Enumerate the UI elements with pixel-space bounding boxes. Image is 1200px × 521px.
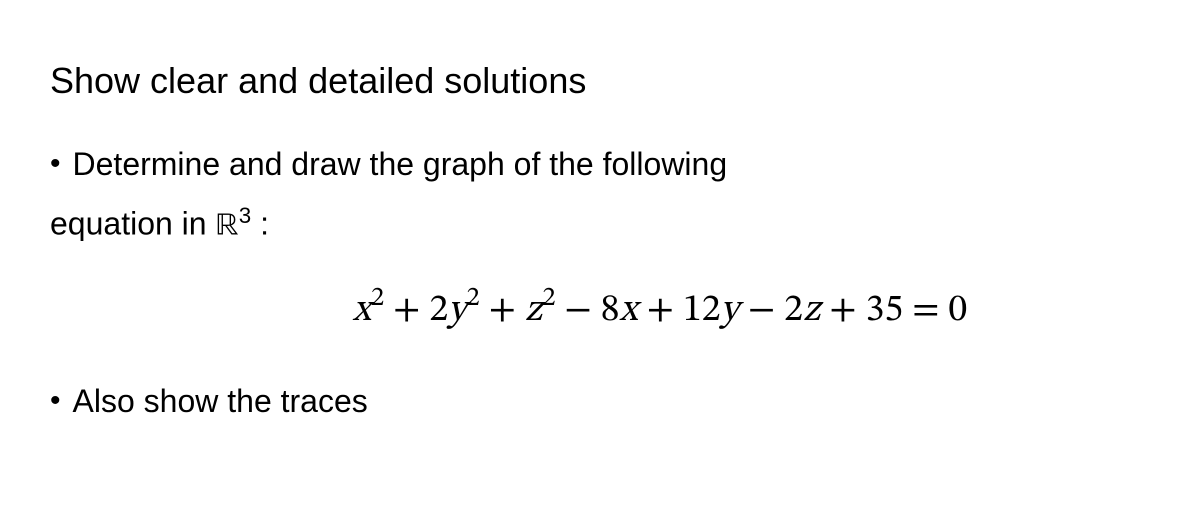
eq-z: z bbox=[525, 292, 542, 330]
eq-sq3: 2 bbox=[542, 286, 555, 312]
eq-sq2: 2 bbox=[467, 286, 480, 312]
eq-minus2: − 2 bbox=[739, 292, 803, 330]
bullet-dot-icon: • bbox=[50, 379, 61, 423]
eq-y2: y bbox=[721, 292, 739, 330]
eq-plus4: + 35 = 0 bbox=[820, 292, 967, 330]
eq-plus1: + 2 bbox=[384, 292, 448, 330]
bullet-item-2: • Also show the traces bbox=[50, 379, 1150, 423]
bullet-dot-icon: • bbox=[50, 142, 61, 186]
instruction-heading: Show clear and detailed solutions bbox=[50, 60, 1150, 102]
equation-expression: x2 + 2y2 + z2 − 8x + 12y − 2z + 35 = 0 bbox=[353, 292, 968, 330]
eq-plus2: + bbox=[480, 292, 525, 330]
eq-x: x bbox=[353, 292, 371, 330]
real-numbers-symbol: ℝ bbox=[215, 211, 238, 243]
bullet-item-1: • Determine and draw the graph of the fo… bbox=[50, 142, 1150, 186]
bullet-2-text: Also show the traces bbox=[73, 379, 368, 423]
eq-y: y bbox=[448, 292, 466, 330]
eq-z2: z bbox=[803, 292, 820, 330]
bullet-1-line-2-post: : bbox=[251, 206, 269, 242]
eq-x2: x bbox=[620, 292, 638, 330]
eq-sq1: 2 bbox=[371, 286, 384, 312]
eq-minus1: − 8 bbox=[556, 292, 620, 330]
equation-block: x2 + 2y2 + z2 − 8x + 12y − 2z + 35 = 0 bbox=[170, 285, 1150, 336]
bullet-1-line-2-pre: equation in bbox=[50, 206, 215, 242]
bullet-1-line-2: equation in ℝ3 : bbox=[50, 194, 1150, 249]
exponent-3: 3 bbox=[239, 203, 251, 228]
eq-plus3: + 12 bbox=[638, 292, 721, 330]
bullet-1-line-1: Determine and draw the graph of the foll… bbox=[73, 142, 728, 186]
